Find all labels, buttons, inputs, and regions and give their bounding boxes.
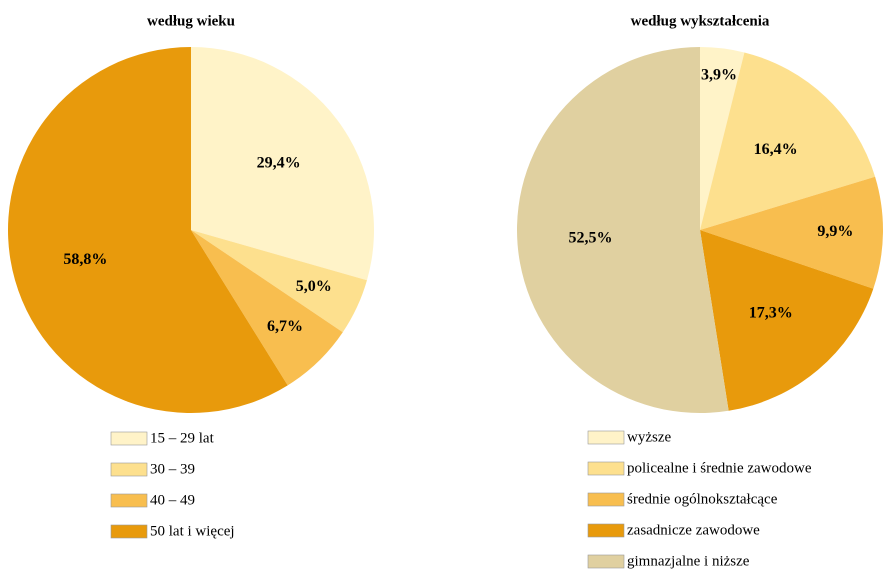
legend-label: średnie ogólnokształcące <box>627 491 778 507</box>
pie-slice <box>191 47 374 281</box>
legend-label: 40 – 49 <box>150 492 195 508</box>
chart-title: według wykształcenia <box>631 13 770 29</box>
legend-label: wyższe <box>627 429 671 445</box>
legend-swatch <box>587 554 625 569</box>
legend-label: 50 lat i więcej <box>150 523 235 539</box>
legend-swatch <box>587 461 625 476</box>
legend-swatch <box>110 524 148 539</box>
pie-slice <box>700 176 883 289</box>
pie-slice <box>700 230 874 411</box>
value-label: 17,3% <box>749 305 793 322</box>
legend-label: 15 – 29 lat <box>150 430 215 446</box>
legend-swatch <box>587 492 625 507</box>
legend-swatch <box>110 493 148 508</box>
legend-label: zasadnicze zawodowe <box>627 522 760 538</box>
value-label: 6,7% <box>267 318 303 335</box>
pie-slice <box>191 230 367 333</box>
legend-label: 30 – 39 <box>150 461 195 477</box>
legend-swatch <box>110 462 148 477</box>
chart-title: według wieku <box>147 13 235 29</box>
legend-label: gimnazjalne i niższe <box>627 553 750 569</box>
value-label: 9,9% <box>817 223 853 240</box>
value-label: 29,4% <box>257 155 301 172</box>
legend-label: policealne i średnie zawodowe <box>627 460 812 476</box>
value-label: 3,9% <box>701 66 737 83</box>
pie-slice <box>517 47 729 413</box>
pie-slice <box>191 230 343 386</box>
value-label: 5,0% <box>296 278 332 295</box>
legend-swatch <box>110 431 148 446</box>
legend-swatch <box>587 430 625 445</box>
legend-swatch <box>587 523 625 538</box>
value-label: 16,4% <box>754 141 798 158</box>
pie-slice <box>700 52 876 231</box>
pie-slice <box>700 47 745 230</box>
pie-slice <box>7 47 288 413</box>
value-label: 58,8% <box>63 251 107 268</box>
value-label: 52,5% <box>569 229 613 246</box>
